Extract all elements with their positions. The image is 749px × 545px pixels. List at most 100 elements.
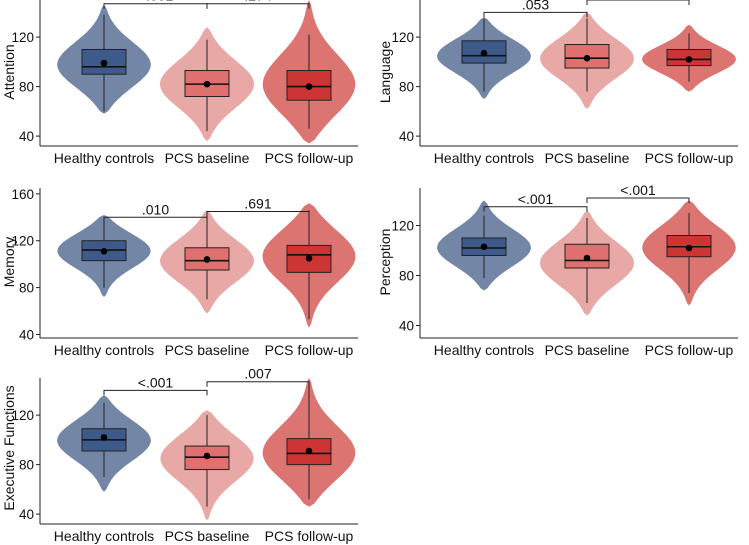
y-tick-label: 80 bbox=[399, 80, 414, 95]
y-tick-label: 40 bbox=[19, 327, 34, 342]
y-tick-label: 120 bbox=[391, 30, 414, 45]
bracket-line bbox=[103, 3, 208, 9]
violin-group-pcs-baseline bbox=[540, 12, 634, 109]
mean-point bbox=[685, 56, 693, 63]
panel-memory: 40 80 120 160 Memory Healthy controls PCS base… bbox=[1, 187, 358, 358]
y-tick-label: 120 bbox=[391, 219, 414, 234]
violin-group-pcs-baseline bbox=[160, 210, 254, 314]
y-axis-label: Attention bbox=[1, 44, 17, 99]
x-tick-label-pcs-baseline: PCS baseline bbox=[165, 342, 250, 358]
p-value-label: <.001 bbox=[620, 182, 656, 198]
mean-point bbox=[203, 80, 211, 88]
violin-group-healthy-controls bbox=[57, 4, 151, 114]
mean-point bbox=[305, 255, 313, 262]
significance-bracket: .691 bbox=[206, 195, 310, 217]
x-tick-label-healthy-controls: Healthy controls bbox=[54, 150, 154, 166]
mean-point bbox=[305, 83, 313, 90]
bracket-line bbox=[586, 197, 690, 203]
significance-bracket: <.001 bbox=[483, 191, 588, 212]
violin-group-healthy-controls bbox=[57, 395, 151, 492]
mean-point bbox=[583, 54, 591, 62]
p-value-label: <.001 bbox=[518, 191, 554, 207]
y-axis-label: Executive Functions bbox=[1, 385, 17, 510]
mean-point bbox=[100, 59, 108, 67]
p-value-label: <.001 bbox=[138, 374, 174, 390]
x-tick-label-pcs-baseline: PCS baseline bbox=[545, 150, 630, 166]
violin-group-pcs-baseline bbox=[160, 27, 254, 142]
violin-group-pcs-follow-up bbox=[262, 0, 356, 144]
x-tick-label-pcs-follow-up: PCS follow-up bbox=[645, 150, 734, 166]
bracket-line bbox=[483, 11, 588, 18]
y-axis-label: Language bbox=[377, 41, 393, 104]
p-value-label: .274 bbox=[244, 0, 271, 4]
mean-point bbox=[583, 254, 591, 262]
mean-point bbox=[100, 434, 108, 441]
y-tick-label: 120 bbox=[11, 408, 34, 423]
p-value-label: <.001 bbox=[138, 0, 174, 4]
violin-group-pcs-follow-up bbox=[642, 24, 736, 92]
significance-bracket: <.001 bbox=[103, 374, 208, 396]
mean-point bbox=[685, 244, 693, 252]
mean-point bbox=[203, 256, 211, 263]
significance-bracket: .053 bbox=[483, 0, 588, 18]
y-tick-label: 40 bbox=[399, 129, 414, 144]
violin-group-pcs-follow-up bbox=[262, 203, 356, 328]
violin-group-pcs-baseline bbox=[540, 210, 634, 316]
x-tick-label-healthy-controls: Healthy controls bbox=[54, 342, 154, 358]
mean-point bbox=[203, 452, 211, 460]
mean-point bbox=[100, 247, 108, 255]
violin-group-pcs-follow-up bbox=[642, 200, 736, 306]
x-tick-label-pcs-baseline: PCS baseline bbox=[165, 150, 250, 166]
x-tick-label-pcs-baseline: PCS baseline bbox=[165, 528, 250, 544]
bracket-line bbox=[586, 0, 690, 5]
x-tick-label-healthy-controls: Healthy controls bbox=[434, 342, 534, 358]
violin-group-healthy-controls bbox=[437, 17, 531, 99]
violin-group-pcs-follow-up bbox=[262, 378, 356, 507]
significance-bracket: <.001 bbox=[586, 182, 690, 203]
x-tick-label-pcs-follow-up: PCS follow-up bbox=[645, 342, 734, 358]
bracket-line bbox=[103, 389, 208, 396]
bracket-line bbox=[103, 216, 208, 223]
y-tick-label: 80 bbox=[19, 458, 34, 473]
significance-bracket: .274 bbox=[206, 0, 310, 9]
p-value-label: .010 bbox=[142, 201, 169, 217]
y-axis-label: Memory bbox=[1, 237, 17, 288]
mean-point bbox=[480, 243, 488, 251]
p-value-label: .007 bbox=[244, 366, 271, 382]
violin-group-healthy-controls bbox=[437, 200, 531, 291]
y-tick-label: 80 bbox=[19, 281, 34, 296]
bracket-line bbox=[206, 381, 310, 387]
bracket-line bbox=[483, 206, 588, 212]
x-tick-label-pcs-follow-up: PCS follow-up bbox=[265, 528, 354, 544]
y-tick-label: 120 bbox=[11, 234, 34, 249]
x-tick-label-pcs-follow-up: PCS follow-up bbox=[265, 342, 354, 358]
mean-point bbox=[305, 447, 313, 455]
y-tick-label: 40 bbox=[19, 507, 34, 522]
y-tick-label: 80 bbox=[19, 80, 34, 95]
bracket-line bbox=[206, 210, 310, 217]
x-tick-label-healthy-controls: Healthy controls bbox=[54, 528, 154, 544]
y-tick-label: 80 bbox=[399, 269, 414, 284]
x-tick-label-pcs-follow-up: PCS follow-up bbox=[265, 150, 354, 166]
p-value-label: .053 bbox=[522, 0, 549, 12]
significance-bracket: <.001 bbox=[103, 0, 208, 9]
p-value-label: .691 bbox=[244, 195, 271, 211]
y-tick-label: 120 bbox=[11, 30, 34, 45]
violin-group-healthy-controls bbox=[57, 215, 151, 297]
significance-bracket: .010 bbox=[103, 201, 208, 223]
x-tick-label-pcs-baseline: PCS baseline bbox=[545, 342, 630, 358]
x-tick-label-healthy-controls: Healthy controls bbox=[434, 150, 534, 166]
y-tick-label: 160 bbox=[11, 187, 34, 202]
bracket-line bbox=[206, 3, 310, 9]
significance-bracket: .007 bbox=[206, 366, 310, 387]
y-tick-label: 40 bbox=[19, 129, 34, 144]
significance-bracket: .764 bbox=[586, 0, 690, 5]
box-pcs-follow-up bbox=[286, 438, 332, 466]
mean-point bbox=[480, 49, 488, 57]
y-axis-label: Perception bbox=[377, 229, 393, 296]
